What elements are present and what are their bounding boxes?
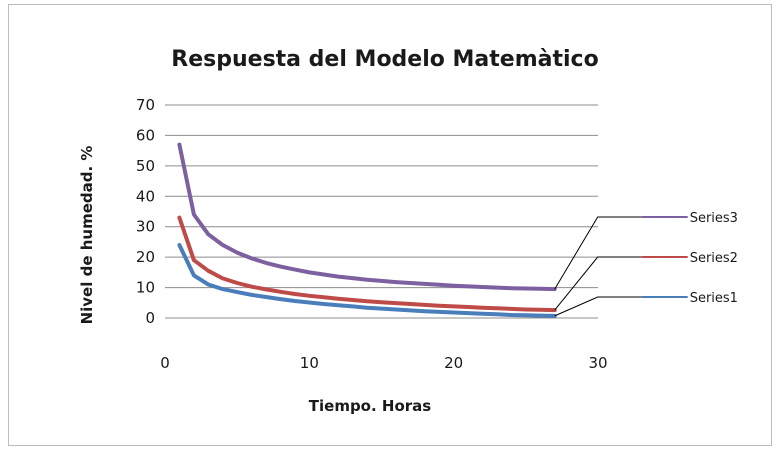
leader-line-series1 [554, 296, 642, 317]
y-tick-label: 70 [136, 96, 155, 114]
x-tick-label: 10 [300, 354, 319, 372]
y-tick-label: 10 [136, 279, 155, 297]
series-lines [177, 142, 557, 318]
y-tick-label: 20 [136, 248, 155, 266]
x-tick-label: 0 [160, 354, 170, 372]
legend: Series1 Series2 Series3 [554, 211, 738, 317]
y-axis-ticks: 0 10 20 30 40 50 60 70 [136, 96, 155, 327]
leader-line-series3 [554, 216, 642, 290]
series-line-series1 [177, 243, 557, 318]
series-line-series3 [177, 142, 557, 292]
y-tick-label: 30 [136, 218, 155, 236]
y-tick-label: 0 [145, 309, 155, 327]
y-tick-label: 50 [136, 157, 155, 175]
chart-frame [8, 4, 772, 446]
chart-title: Respuesta del Modelo Matemàtico [171, 47, 598, 72]
legend-label-series1: Series1 [690, 291, 738, 306]
y-axis-title: Nivel de humedad. % [78, 146, 96, 325]
x-axis-title: Tiempo. Horas [309, 397, 432, 415]
series-line-series2 [177, 215, 557, 313]
y-tick-label: 60 [136, 126, 155, 144]
legend-label-series3: Series3 [690, 211, 738, 226]
leader-line-series2 [554, 256, 642, 311]
gridlines [165, 104, 598, 319]
x-tick-label: 30 [588, 354, 607, 372]
legend-label-series2: Series2 [690, 251, 738, 266]
y-tick-label: 40 [136, 187, 155, 205]
x-axis-ticks: 0 10 20 30 [160, 354, 607, 372]
x-tick-label: 20 [444, 354, 463, 372]
